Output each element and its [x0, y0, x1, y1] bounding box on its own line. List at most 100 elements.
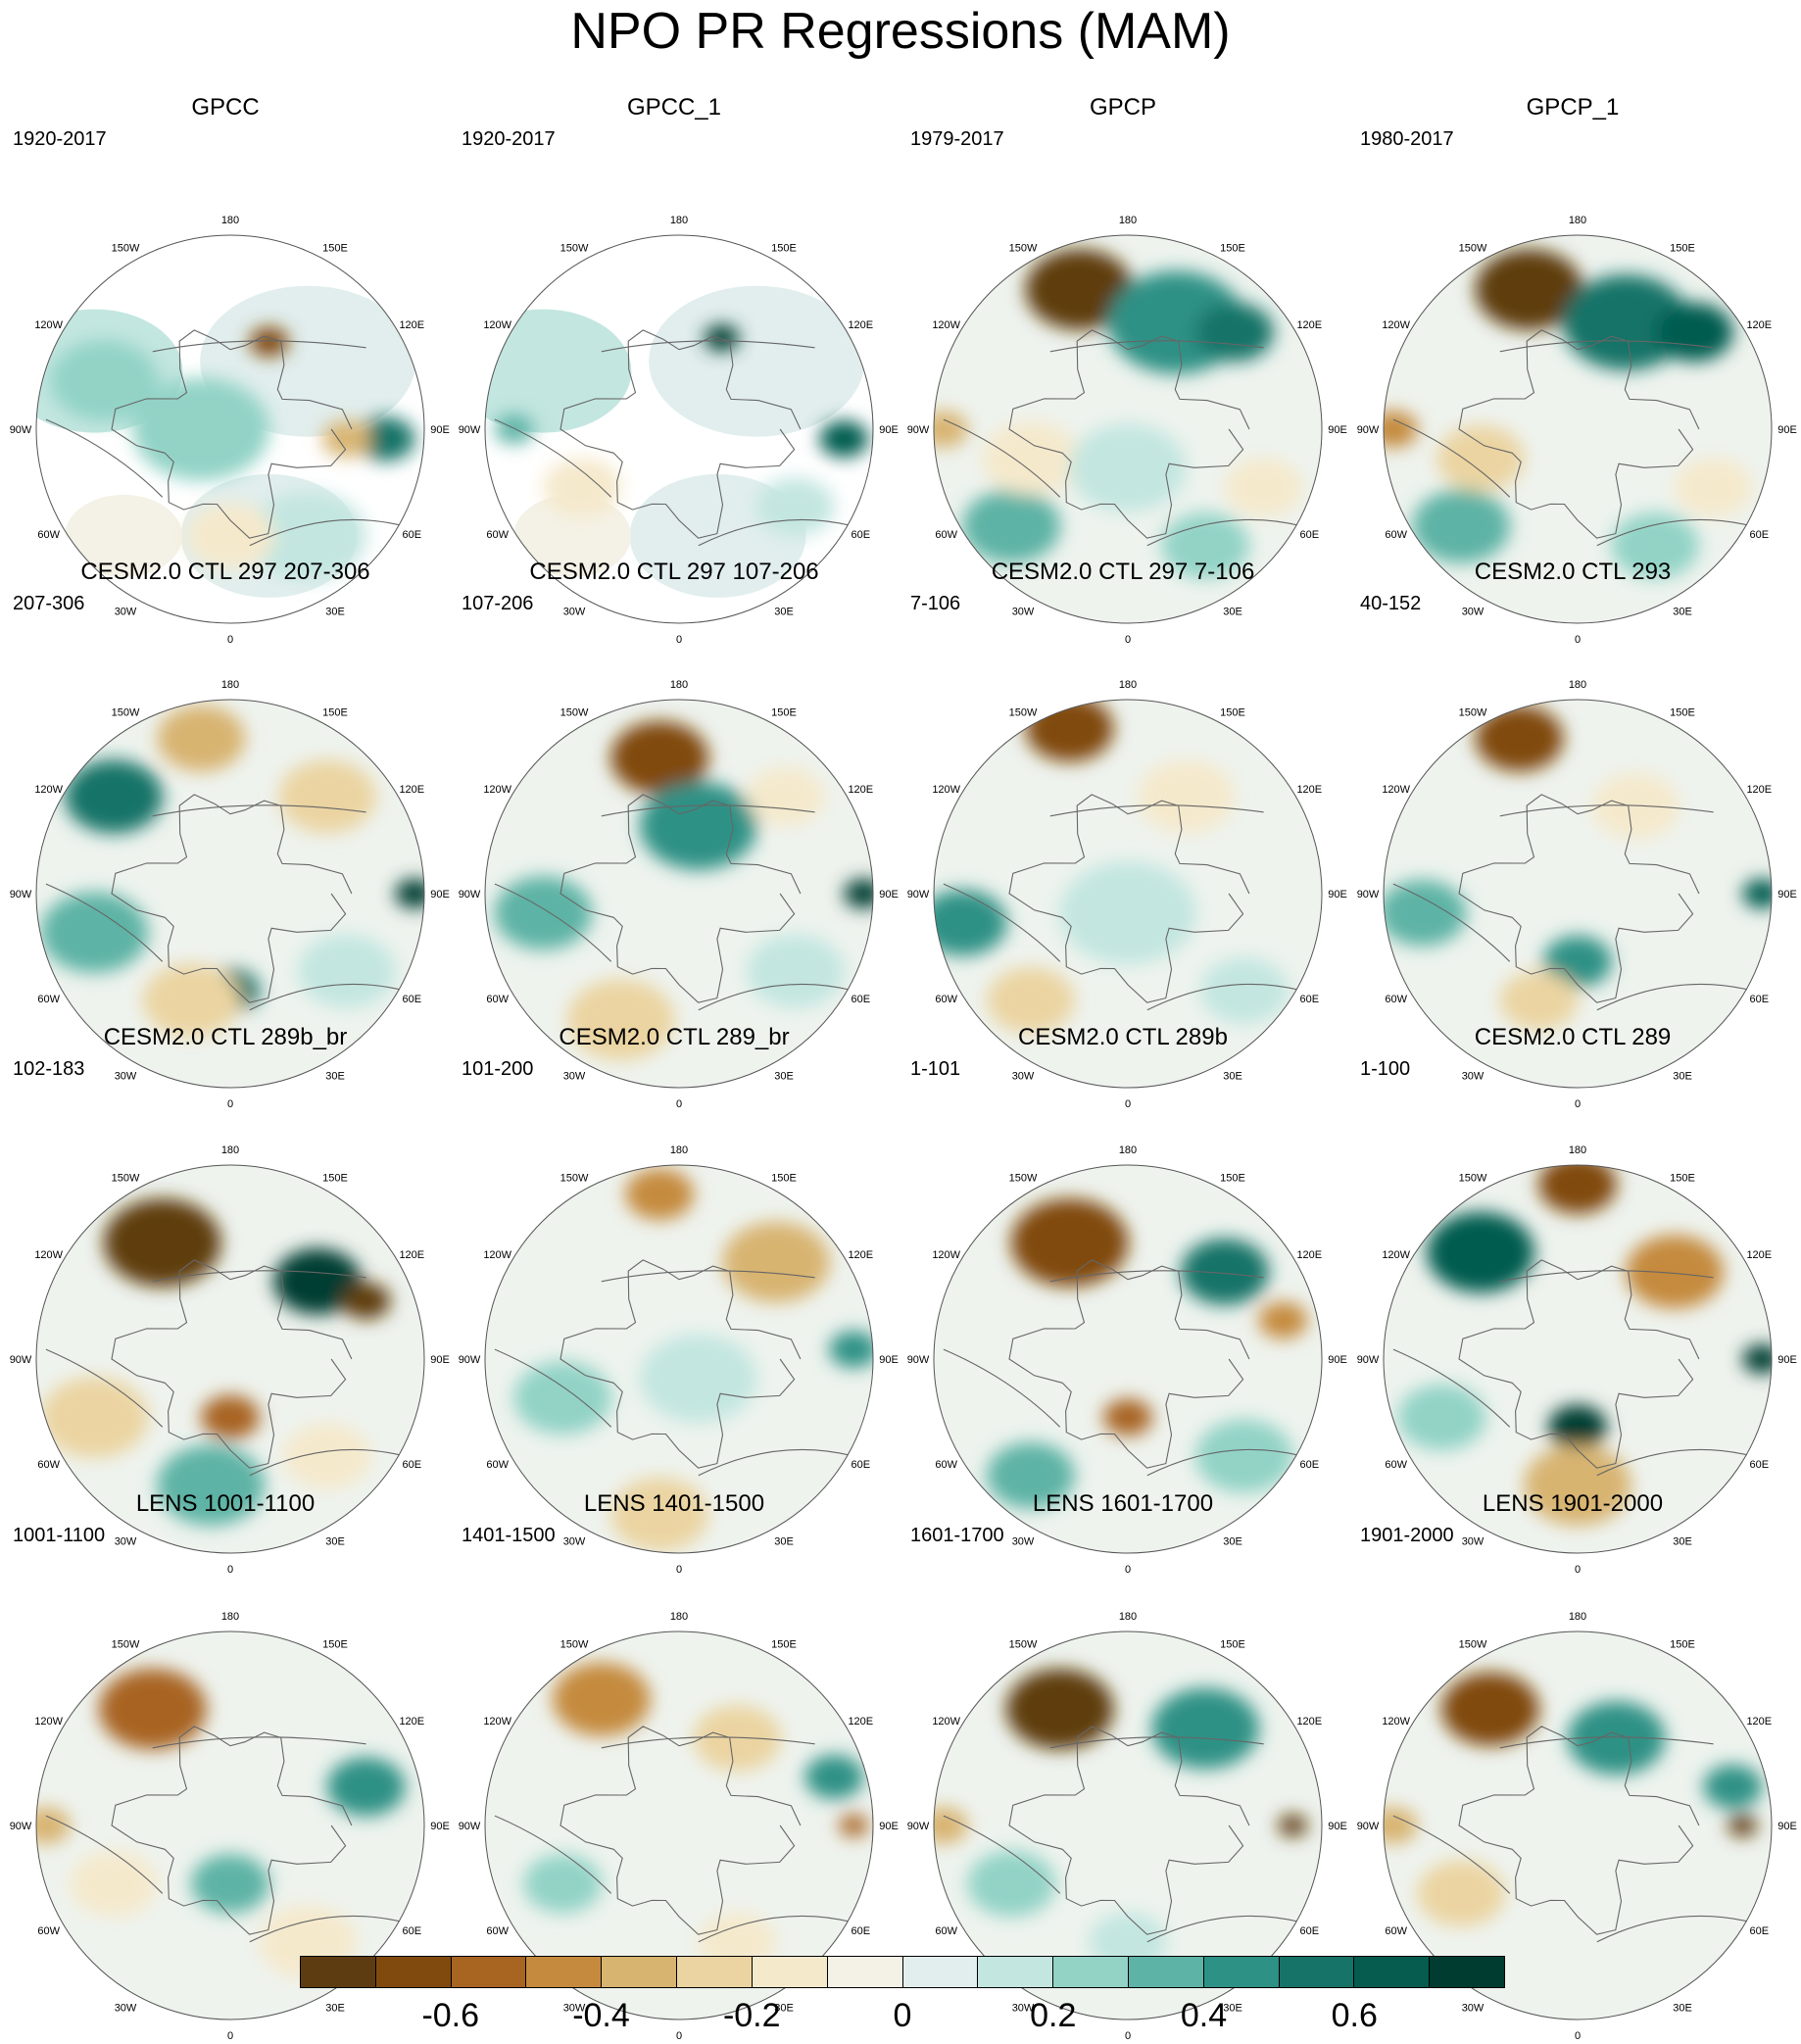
anomaly-blob	[341, 1282, 391, 1320]
longitude-label: 30W	[563, 606, 586, 617]
anomaly-blob	[321, 420, 371, 458]
map-outline	[484, 1164, 874, 1554]
longitude-label: 120W	[932, 1249, 960, 1261]
longitude-label: 60W	[1385, 529, 1407, 541]
longitude-label: 0	[227, 1098, 233, 1110]
field-layer	[36, 235, 424, 623]
polar-map: 180 150E 120E 90E 60E 30E 0 30W 60W 90W 120W 150W	[907, 215, 1347, 646]
panel-title: GPCP_1	[1526, 94, 1620, 121]
longitude-label: 60W	[1385, 1925, 1407, 1937]
field-layer	[1384, 235, 1772, 623]
map-panel: GPCP 1979-2017 180 150E 120E 90E 60E 30E 0 30W 60W…	[900, 93, 1347, 646]
map-panel: CESM2.0 CTL 297 7-106 7-106 180 150E 120E 90E…	[900, 558, 1347, 1110]
panel-period: 107-206	[462, 593, 534, 614]
field-layer	[485, 1631, 873, 2020]
anomaly-blob	[746, 767, 825, 826]
longitude-label: 150W	[1459, 1639, 1487, 1651]
longitude-label: 180	[1119, 679, 1137, 691]
longitude-label: 0	[1575, 1098, 1581, 1110]
anomaly-blob	[1137, 759, 1236, 834]
colorbar-swatch	[1430, 1957, 1504, 1987]
polar-map: 180 150E 120E 90E 60E 30E 0 30W 60W 90W 120W 150W	[10, 679, 450, 1110]
coastline	[943, 1270, 1303, 1477]
anomaly-blob	[639, 1334, 757, 1423]
panel-title: LENS 1401-1500	[583, 1490, 765, 1517]
polar-map: 180 150E 120E 90E 60E 30E 0 30W 60W 90W 120W 150W	[10, 1144, 450, 1576]
colorbar-tick-label: 0.6	[1331, 1997, 1378, 2034]
anomaly-blob	[513, 1361, 612, 1436]
longitude-label: 30W	[563, 1535, 586, 1547]
longitude-label: 90E	[1777, 889, 1797, 900]
longitude-label: 90E	[879, 1821, 899, 1832]
anomaly-blob	[142, 963, 241, 1038]
polar-map: 180 150E 120E 90E 60E 30E 0 30W 60W 90W 120W 150W	[459, 1611, 899, 2042]
map-outline	[484, 1630, 874, 2020]
anomaly-blob	[746, 934, 845, 1008]
longitude-label: 150E	[1670, 243, 1695, 255]
field-layer	[1384, 1631, 1772, 2020]
longitude-label: 30E	[774, 2002, 794, 2014]
field-layer	[36, 1631, 424, 2020]
panel-period: 1901-2000	[1360, 1525, 1454, 1546]
longitude-label: 60E	[1300, 529, 1320, 541]
anomaly-blob	[1161, 512, 1250, 579]
longitude-label: 60W	[37, 1459, 60, 1471]
longitude-label: 120W	[932, 784, 960, 796]
panel-period: 101-200	[462, 1058, 534, 1080]
longitude-label: 150W	[1009, 1639, 1038, 1651]
anomaly-blob	[1412, 489, 1511, 563]
panel-period: 40-152	[1360, 593, 1422, 614]
land-patch	[513, 494, 632, 577]
longitude-label: 90W	[459, 1821, 481, 1832]
anomaly-blob	[967, 1850, 1056, 1918]
anomaly-blob	[494, 876, 593, 950]
panel-title: LENS 1601-1700	[1032, 1490, 1214, 1517]
longitude-label: 60W	[486, 1925, 509, 1937]
anomaly-blob	[819, 420, 869, 458]
longitude-label: 120W	[34, 784, 63, 796]
longitude-label: 120E	[848, 784, 873, 796]
panel-title: CESM2.0 CTL 289_br	[559, 1024, 790, 1050]
coastline	[45, 804, 406, 1011]
anomaly-blob	[186, 503, 274, 569]
anomaly-blob	[552, 1662, 651, 1736]
anomaly-blob	[201, 1394, 260, 1439]
anomaly-blob	[1728, 1814, 1758, 1837]
anomaly-blob	[625, 1168, 695, 1220]
colorbar-swatch	[827, 1957, 903, 1987]
longitude-label: 180	[670, 1144, 688, 1156]
longitude-label: 90W	[907, 424, 930, 436]
colorbar-tick-label: -0.4	[572, 1997, 630, 2034]
panel-title: GPCC	[191, 94, 260, 121]
panel-period: 1980-2017	[1360, 128, 1454, 150]
anomaly-blob	[40, 892, 149, 973]
longitude-label: 90W	[1357, 889, 1380, 900]
anomaly-blob	[1524, 1444, 1631, 1526]
field-layer	[934, 1631, 1322, 2020]
longitude-label: 60W	[486, 994, 509, 1005]
longitude-label: 90W	[907, 1354, 930, 1366]
map-panel: CESM2.0 CTL 289_br 101-200 180 150E 120E 90E 6…	[451, 1023, 899, 1576]
anomaly-blob	[1543, 936, 1612, 988]
map-panel: CESM2.0 CTL 297 207-306 207-306 180 150E 120…	[2, 558, 450, 1110]
longitude-label: 90E	[1328, 889, 1347, 900]
longitude-label: 30E	[1223, 606, 1242, 617]
longitude-label: 150W	[1459, 243, 1487, 255]
longitude-label: 120E	[848, 1249, 873, 1261]
longitude-label: 0	[1125, 1098, 1131, 1110]
field-layer	[485, 1165, 873, 1553]
anomaly-blob	[157, 705, 246, 772]
panel-period: 1920-2017	[13, 128, 107, 150]
longitude-label: 90W	[907, 889, 930, 900]
colorbar-swatch	[752, 1957, 828, 1987]
longitude-label: 120E	[399, 1249, 424, 1261]
longitude-label: 60W	[1385, 1459, 1407, 1471]
anomaly-blob	[249, 326, 289, 357]
anomaly-blob	[1278, 1814, 1308, 1837]
longitude-label: 150E	[322, 1639, 348, 1651]
longitude-label: 30W	[563, 1070, 586, 1082]
longitude-label: 150W	[1009, 707, 1038, 719]
polar-map: 180 150E 120E 90E 60E 30E 0 30W 60W 90W 120W 150W	[459, 679, 899, 1110]
panel-title: CESM2.0 CTL 289	[1474, 1024, 1672, 1050]
anomaly-blob	[50, 340, 159, 421]
